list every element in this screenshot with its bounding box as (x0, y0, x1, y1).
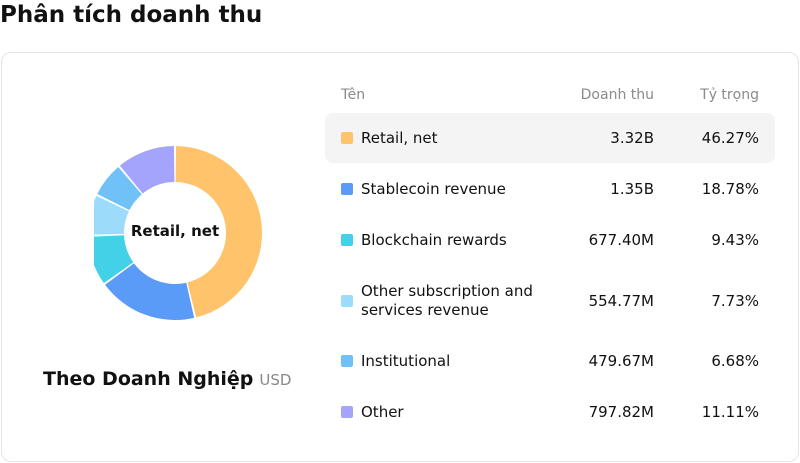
donut-center-label: Retail, net (130, 222, 220, 240)
donut-slice-5[interactable] (119, 146, 175, 194)
row-revenue: 677.40M (588, 230, 654, 249)
donut-slice-4[interactable] (97, 167, 142, 211)
donut-slice-2[interactable] (94, 235, 134, 284)
header-revenue: Doanh thu (580, 87, 654, 103)
legend-swatch (341, 183, 353, 195)
row-name: Retail, net (361, 128, 438, 147)
table-row[interactable]: Other subscription and services revenue 5… (325, 266, 775, 336)
row-share: 7.73% (711, 291, 759, 310)
row-share: 18.78% (701, 179, 759, 198)
donut-slice-3[interactable] (94, 195, 129, 235)
row-revenue: 1.35B (610, 179, 654, 198)
row-revenue: 3.32B (610, 128, 654, 147)
table-row[interactable]: Other 797.82M 11.11% (325, 387, 775, 437)
row-share: 6.68% (711, 351, 759, 370)
donut-slice-1[interactable] (105, 263, 195, 320)
legend-swatch (341, 234, 353, 246)
row-share: 9.43% (711, 230, 759, 249)
row-revenue: 479.67M (588, 351, 654, 370)
row-name: Stablecoin revenue (361, 179, 506, 198)
legend-swatch (341, 355, 353, 367)
header-share: Tỷ trọng (700, 87, 759, 103)
row-name: Blockchain rewards (361, 230, 507, 249)
row-revenue: 797.82M (588, 402, 654, 421)
donut-slice-0[interactable] (175, 146, 262, 318)
caption-title: Theo Doanh Nghiệp (43, 368, 254, 390)
table-row[interactable]: Institutional 479.67M 6.68% (325, 336, 775, 386)
row-share: 11.11% (701, 402, 759, 421)
row-revenue: 554.77M (588, 291, 654, 310)
row-share: 46.27% (701, 128, 759, 147)
legend-swatch (341, 295, 353, 307)
row-name: Other (361, 402, 404, 421)
table-row[interactable]: Blockchain rewards 677.40M 9.43% (325, 215, 775, 265)
page-title: Phân tích doanh thu (0, 2, 263, 28)
legend-swatch (341, 406, 353, 418)
legend-swatch (341, 132, 353, 144)
table-row[interactable]: Stablecoin revenue 1.35B 18.78% (325, 164, 775, 214)
header-name: Tên (341, 87, 366, 103)
table-row[interactable]: Retail, net 3.32B 46.27% (325, 113, 775, 163)
chart-caption: Theo Doanh Nghiệp USD (43, 368, 291, 390)
donut-chart (94, 146, 262, 320)
row-name: Other subscription and services revenue (361, 282, 533, 319)
caption-unit: USD (259, 371, 292, 389)
row-name: Institutional (361, 351, 451, 370)
